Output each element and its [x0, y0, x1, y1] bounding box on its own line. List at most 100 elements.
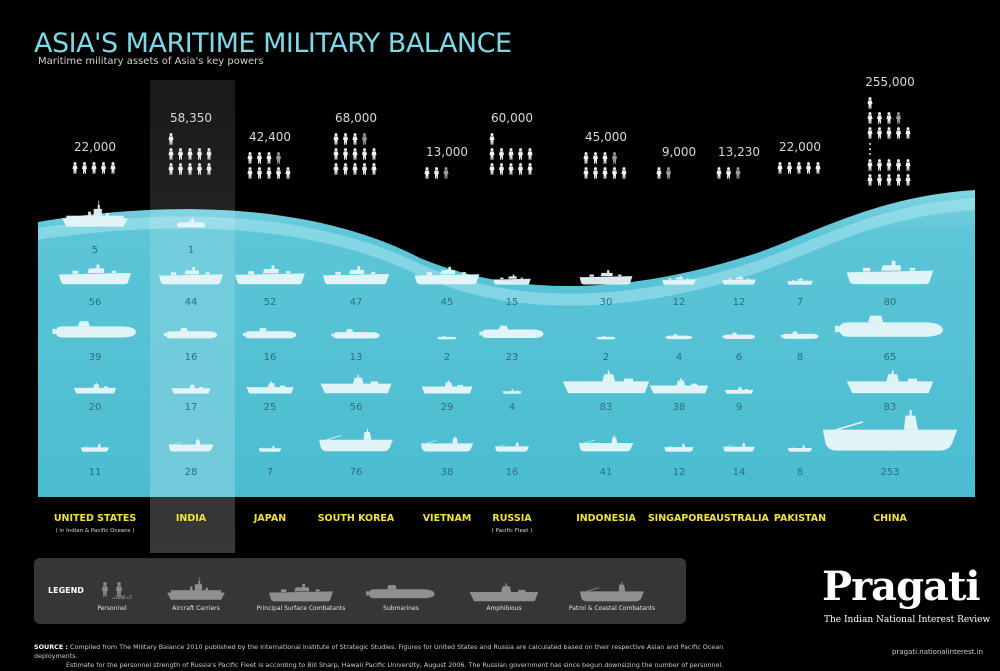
personnel-icon	[333, 133, 339, 145]
legend-label-personnel: Personnel	[97, 605, 127, 612]
personnel-total-china: 255,000	[865, 75, 915, 89]
personnel-icon	[489, 148, 495, 160]
carrier-legend-icon	[167, 577, 225, 600]
personnel-icon	[276, 152, 281, 164]
personnel-icon	[905, 174, 911, 186]
legend-label-surface: Principal Surface Combatants	[256, 605, 346, 612]
principal-surface-combatants-value-singapore: 12	[673, 297, 686, 308]
india-highlight-column	[150, 80, 235, 553]
brand-logo: Pragati	[822, 563, 981, 610]
personnel-total-vietnam: 13,000	[426, 145, 468, 159]
legend-item-submarine: Submarines	[366, 558, 436, 624]
country-label-south-korea: SOUTH KOREA	[318, 513, 395, 524]
source-line-2: Estimate for the personnel strength of R…	[66, 661, 724, 669]
personnel-icon	[266, 152, 272, 164]
personnel-icon	[72, 162, 78, 174]
country-label-russia: RUSSIA	[492, 513, 532, 524]
patrol-coastal-value-russia: 16	[506, 467, 519, 478]
country-label-vietnam: VIETNAM	[423, 513, 472, 524]
personnel-total-russia: 60,000	[491, 111, 533, 125]
legend-title: LEGEND	[48, 586, 84, 595]
personnel-icon	[443, 167, 449, 179]
legend-item-personnel: =1000=5000 Personnel	[92, 558, 132, 624]
personnel-icon	[333, 163, 339, 175]
amphibious-value-south-korea: 56	[350, 402, 363, 413]
personnel-icon	[896, 127, 901, 139]
personnel-icon	[726, 167, 731, 179]
patrol-coastal-value-singapore: 12	[673, 467, 686, 478]
submarines-value-vietnam: 2	[444, 352, 450, 363]
personnel-icon	[787, 162, 792, 174]
submarines-value-indonesia: 2	[603, 352, 609, 363]
personnel-icon	[583, 167, 589, 179]
personnel-icon	[666, 167, 671, 179]
legend-label-amphibious: Amphibious	[486, 605, 522, 612]
personnel-icon	[877, 174, 882, 186]
principal-surface-combatants-ship-russia	[493, 274, 531, 285]
personnel-icon	[777, 162, 783, 174]
amphibious-value-australia: 9	[736, 402, 742, 413]
amphibious-value-china: 83	[884, 402, 897, 413]
personnel-icon	[266, 167, 272, 179]
personnel-icon	[343, 163, 348, 175]
principal-surface-combatants-value-australia: 12	[733, 297, 746, 308]
personnel-icon	[867, 174, 873, 186]
personnel-icon	[886, 174, 892, 186]
personnel-icon	[815, 162, 821, 174]
personnel-ellipsis-dot	[869, 153, 871, 155]
personnel-icon	[886, 112, 892, 124]
personnel-icon	[371, 163, 377, 175]
submarines-value-south-korea: 13	[350, 352, 363, 363]
patrol-coastal-value-australia: 14	[733, 467, 746, 478]
patrol-coastal-value-vietnam: 38	[441, 467, 454, 478]
legend: LEGEND =1000=5000 Personnel Aircraft Carri…	[34, 558, 686, 624]
personnel-icon	[867, 159, 873, 171]
personnel-icon	[886, 127, 892, 139]
personnel-icon	[896, 112, 901, 124]
personnel-icon	[499, 148, 504, 160]
brand-tagline: The Indian National Interest Review	[824, 615, 991, 625]
personnel-icon	[656, 167, 662, 179]
personnel-icon	[593, 167, 598, 179]
personnel-total-indonesia: 45,000	[585, 130, 627, 144]
personnel-icon	[716, 167, 722, 179]
personnel-icon	[343, 133, 348, 145]
personnel-icon	[896, 174, 901, 186]
chart-marks: 22,000 5 56 39 20 11 UNITED STATES ( in Indian …	[52, 75, 958, 534]
personnel-icon	[612, 152, 617, 164]
legend-label-patrol: Patrol & Coastal Combatants	[568, 605, 656, 612]
personnel-icon	[796, 162, 802, 174]
submarines-value-india: 16	[185, 352, 198, 363]
submarines-value-japan: 16	[264, 352, 277, 363]
country-label-united-states: UNITED STATES	[54, 513, 137, 524]
personnel-icon	[489, 163, 495, 175]
patrol-coastal-value-india: 28	[185, 467, 198, 478]
amphibious-value-indonesia: 83	[600, 402, 613, 413]
patrol-legend-icon	[580, 582, 644, 602]
personnel-icon	[518, 163, 523, 175]
personnel-icon	[352, 133, 358, 145]
personnel-icon	[110, 162, 116, 174]
personnel-icon	[867, 127, 873, 139]
personnel-icon	[896, 159, 901, 171]
personnel-icon	[257, 152, 262, 164]
personnel-total-united-states: 22,000	[74, 140, 116, 154]
submarine-legend-icon	[366, 585, 435, 599]
personnel-icon	[434, 167, 439, 179]
country-label-india: INDIA	[176, 513, 207, 524]
submarines-value-russia: 23	[506, 352, 519, 363]
personnel-scale-label: =1000	[112, 595, 126, 600]
country-label-pakistan: PAKISTAN	[774, 513, 826, 524]
personnel-icon	[247, 152, 253, 164]
personnel-icon	[352, 148, 358, 160]
personnel-icon	[735, 167, 741, 179]
amphibious-value-india: 17	[185, 402, 198, 413]
personnel-icon	[905, 159, 911, 171]
legend-item-amphibious: Amphibious	[464, 558, 544, 624]
source-line-1: Compiled from The Military Balance 2010 …	[34, 643, 724, 660]
personnel-total-pakistan: 22,000	[779, 140, 821, 154]
country-note-russia: ( Pacific Fleet )	[492, 528, 533, 534]
personnel-icon	[257, 167, 262, 179]
personnel-icon	[905, 127, 911, 139]
personnel-icon	[877, 112, 882, 124]
